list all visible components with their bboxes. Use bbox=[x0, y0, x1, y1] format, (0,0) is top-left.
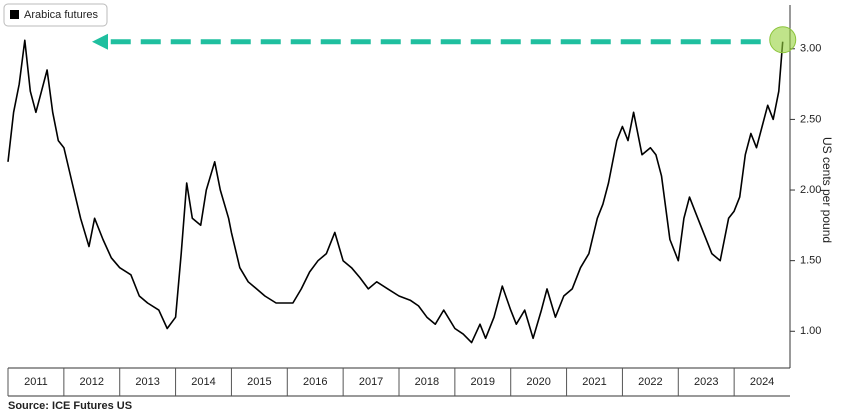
y-tick-label: 2.50 bbox=[800, 113, 821, 125]
highlight bbox=[769, 26, 797, 54]
x-tick-label: 2012 bbox=[80, 376, 104, 388]
legend-swatch bbox=[10, 10, 19, 19]
arrow-head bbox=[92, 33, 108, 50]
x-tick-label: 2011 bbox=[24, 376, 48, 388]
x-tick-label: 2022 bbox=[638, 376, 662, 388]
x-tick-label: 2017 bbox=[359, 376, 383, 388]
x-tick-label: 2016 bbox=[303, 376, 327, 388]
y-tick-label: 2.00 bbox=[800, 184, 821, 196]
y-tick-label: 3.00 bbox=[800, 43, 821, 55]
x-tick-label: 2014 bbox=[191, 376, 215, 388]
legend-label: Arabica futures bbox=[24, 9, 98, 21]
x-tick-label: 2024 bbox=[750, 376, 774, 388]
y-axis-label: US cents per pound bbox=[820, 137, 834, 243]
source: Source: ICE Futures US bbox=[8, 400, 132, 412]
x-tick-label: 2021 bbox=[582, 376, 606, 388]
x-tick-label: 2023 bbox=[694, 376, 718, 388]
x-tick-label: 2018 bbox=[415, 376, 439, 388]
y-tick-label: 1.50 bbox=[800, 255, 821, 267]
x-tick-label: 2020 bbox=[526, 376, 550, 388]
y-tick-label: 1.00 bbox=[800, 325, 821, 337]
legend-box bbox=[3, 3, 108, 27]
x-tick-label: 2019 bbox=[471, 376, 495, 388]
x-tick-label: 2013 bbox=[135, 376, 159, 388]
price-line bbox=[7, 39, 784, 344]
x-tick-label: 2015 bbox=[247, 376, 271, 388]
